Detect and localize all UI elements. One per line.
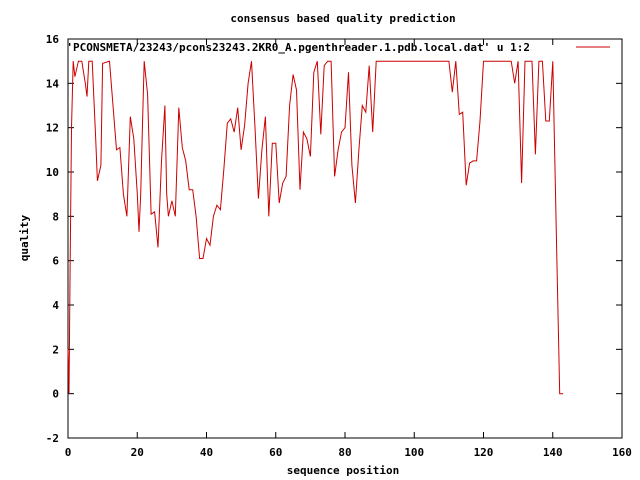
x-tick-label: 120 [474, 446, 494, 459]
series-line [67, 60, 564, 395]
chart-title: consensus based quality prediction [230, 12, 455, 25]
x-tick-label: 40 [200, 446, 213, 459]
y-axis-ticks: -2 0 2 4 6 8 10 12 14 16 [46, 33, 622, 445]
series-layer [67, 60, 564, 395]
y-tick-label: 0 [52, 388, 59, 401]
x-axis-ticks: 0 20 40 60 80 100 120 140 160 [65, 39, 632, 459]
y-tick-label: 2 [52, 343, 59, 356]
x-tick-label: 100 [404, 446, 424, 459]
x-tick-label: 140 [543, 446, 563, 459]
y-tick-label: 10 [46, 166, 59, 179]
x-tick-label: 160 [612, 446, 632, 459]
y-tick-label: 6 [52, 255, 59, 268]
x-tick-label: 20 [131, 446, 144, 459]
y-tick-label: 14 [46, 77, 60, 90]
x-axis-label: sequence position [287, 464, 400, 477]
x-tick-label: 0 [65, 446, 72, 459]
y-tick-label: -2 [46, 432, 59, 445]
legend-label: 'PCONSMETA/23243/pcons23243.2KR0_A.pgent… [66, 41, 530, 54]
plot-frame [67, 38, 623, 439]
y-axis-label: quality [18, 214, 31, 261]
x-tick-label: 80 [338, 446, 351, 459]
y-tick-label: 12 [46, 122, 59, 135]
y-tick-label: 8 [52, 210, 59, 223]
y-tick-label: 16 [46, 33, 60, 46]
y-tick-label: 4 [52, 299, 59, 312]
x-tick-label: 60 [269, 446, 282, 459]
